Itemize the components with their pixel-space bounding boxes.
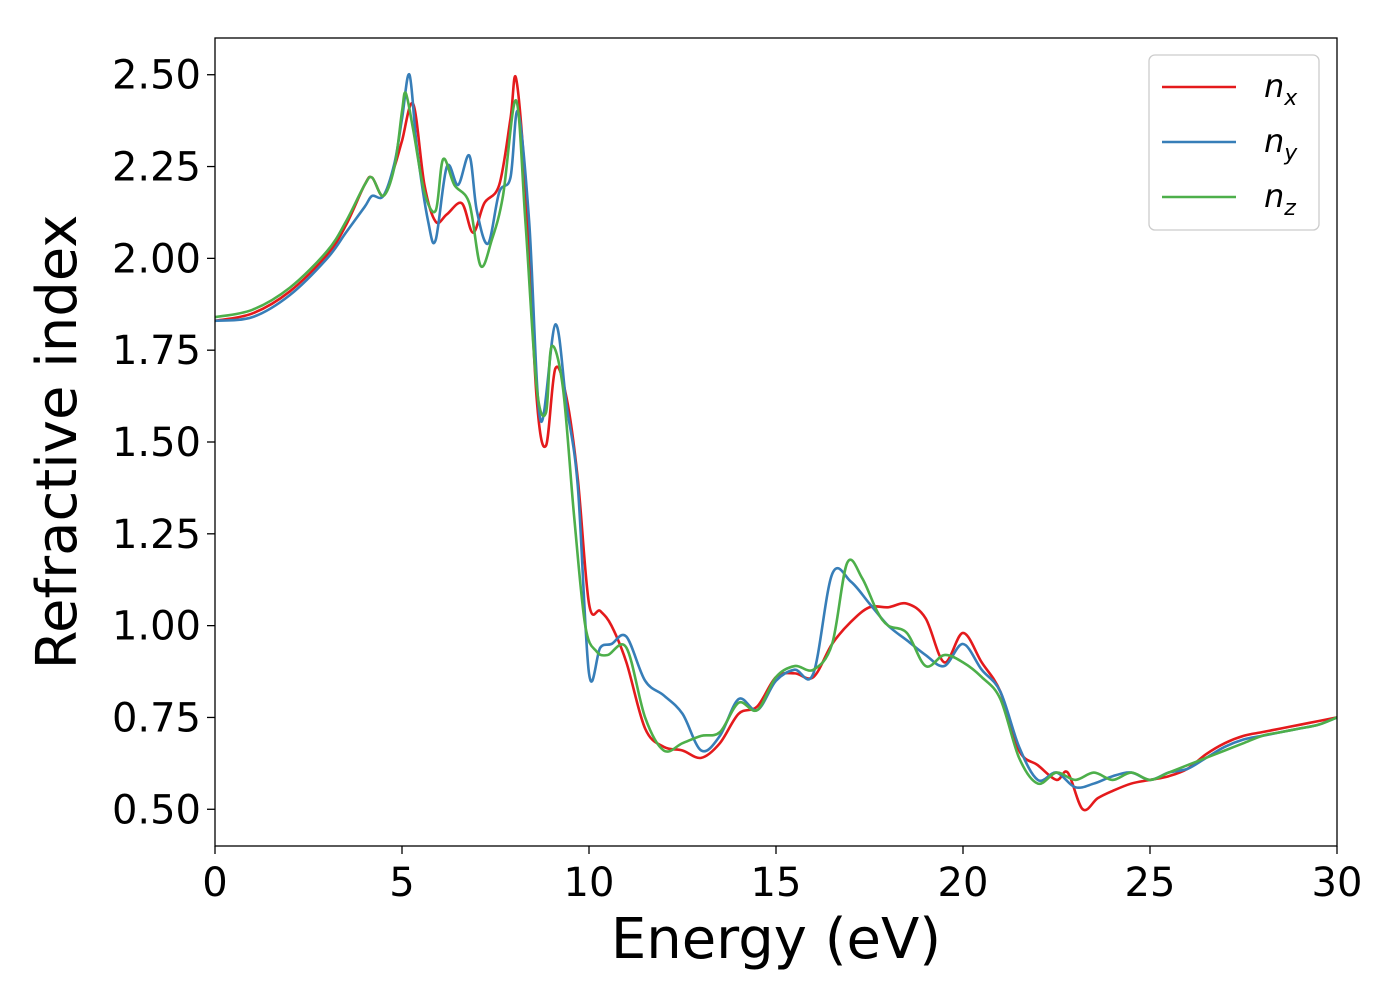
x-tick-label: 10 xyxy=(564,860,615,906)
y-tick-label: 2.50 xyxy=(112,53,201,99)
x-tick-label: 20 xyxy=(938,860,989,906)
y-axis-ticks: 0.50 0.75 1.00 1.25 1.50 1.75 2.00 2.25 2.50 xyxy=(112,53,215,833)
y-tick-label: 1.25 xyxy=(112,512,201,558)
x-tick-label: 25 xyxy=(1125,860,1176,906)
y-tick-label: 2.25 xyxy=(112,145,201,191)
x-tick-label: 30 xyxy=(1312,860,1363,906)
y-axis-title: Refractive index xyxy=(25,215,90,670)
x-tick-label: 0 xyxy=(202,860,227,906)
series-layer xyxy=(215,73,1337,812)
x-tick-label: 15 xyxy=(751,860,802,906)
y-tick-label: 0.75 xyxy=(112,695,201,741)
y-tick-label: 1.00 xyxy=(112,604,201,650)
y-tick-label: 0.50 xyxy=(112,787,201,833)
series-line-z xyxy=(215,91,1337,786)
y-tick-label: 2.00 xyxy=(112,236,201,282)
y-tick-label: 1.75 xyxy=(112,328,201,374)
x-tick-label: 5 xyxy=(389,860,414,906)
y-tick-label: 1.50 xyxy=(112,420,201,466)
series-line-y xyxy=(215,73,1337,789)
x-axis-ticks: 0 5 10 15 20 25 30 xyxy=(202,846,1362,906)
x-axis-title: Energy (eV) xyxy=(611,907,941,972)
